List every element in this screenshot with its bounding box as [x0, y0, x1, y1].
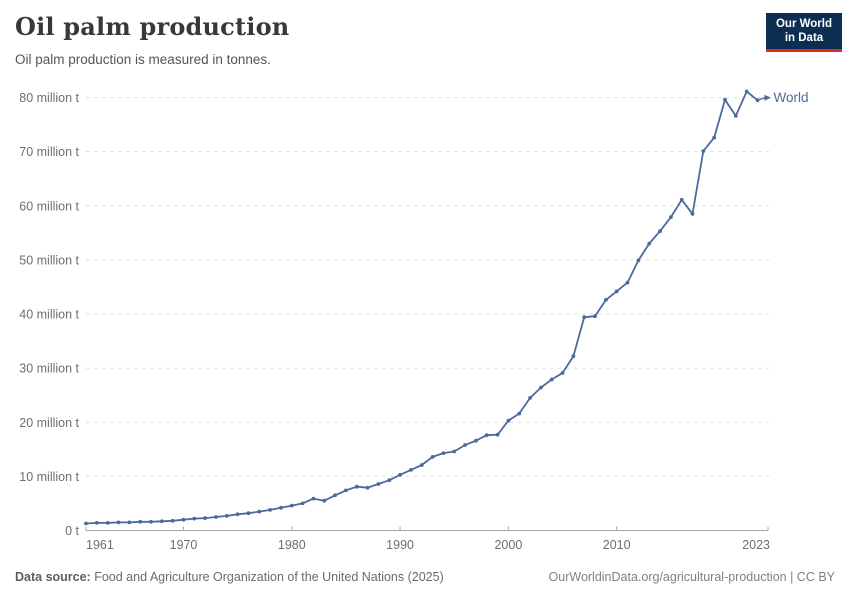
y-axis-label: 80 million t [19, 91, 79, 105]
data-source-text: Food and Agriculture Organization of the… [94, 570, 444, 584]
data-point[interactable] [441, 451, 446, 455]
data-point[interactable] [127, 520, 132, 525]
data-point[interactable] [669, 215, 673, 220]
data-point[interactable] [398, 472, 402, 477]
x-axis-label: 1980 [278, 538, 306, 552]
data-point[interactable] [94, 521, 99, 525]
data-point[interactable] [474, 438, 478, 443]
data-point[interactable] [214, 515, 218, 519]
y-axis-label: 40 million t [19, 308, 79, 322]
data-point[interactable] [614, 289, 619, 294]
data-point[interactable] [679, 197, 684, 202]
data-points [84, 89, 760, 526]
y-gridlines [86, 97, 770, 477]
data-point[interactable] [203, 516, 208, 520]
owid-logo-line2: in Data [784, 32, 824, 45]
data-point[interactable] [235, 512, 240, 517]
y-axis-labels: 0 t 10 million t 20 million t 30 million t 4… [19, 91, 79, 538]
data-point[interactable] [116, 520, 121, 525]
data-point[interactable] [419, 463, 424, 467]
data-point[interactable] [571, 354, 576, 359]
owid-logo[interactable]: Our World in Data [766, 13, 842, 52]
series-label-connector [757, 97, 765, 101]
data-point[interactable] [701, 149, 706, 154]
data-point[interactable] [257, 509, 262, 514]
data-point[interactable] [354, 484, 359, 489]
data-point[interactable] [279, 505, 283, 510]
data-point[interactable] [365, 485, 370, 490]
data-point[interactable] [582, 315, 587, 320]
data-point[interactable] [744, 89, 749, 94]
x-axis-label: 1961 [86, 538, 114, 552]
data-point[interactable] [149, 519, 153, 524]
data-point[interactable] [452, 449, 457, 454]
series-label-world[interactable]: World [774, 90, 809, 105]
data-point[interactable] [322, 498, 327, 503]
world-line[interactable] [85, 90, 759, 525]
data-point[interactable] [170, 518, 175, 523]
data-point[interactable] [333, 493, 337, 498]
y-axis-label: 20 million t [19, 416, 79, 430]
data-point[interactable] [463, 443, 467, 447]
x-axis: 1961 1970 1980 1990 2000 2010 2023 [85, 526, 770, 552]
data-point[interactable] [593, 314, 597, 319]
data-point[interactable] [376, 482, 381, 486]
data-point[interactable] [300, 501, 305, 506]
series-label-arrow [764, 94, 771, 101]
data-point[interactable] [484, 433, 489, 438]
y-axis-label: 0 t [65, 524, 79, 538]
data-point[interactable] [658, 229, 662, 234]
data-point[interactable] [517, 411, 522, 416]
x-axis-label: 2000 [494, 538, 522, 552]
data-point[interactable] [387, 478, 392, 483]
data-point[interactable] [636, 258, 641, 263]
data-point[interactable] [560, 371, 565, 375]
y-axis-label: 10 million t [19, 470, 79, 484]
data-point[interactable] [430, 455, 435, 459]
data-point[interactable] [224, 514, 229, 518]
data-point[interactable] [495, 432, 500, 437]
data-point[interactable] [604, 298, 608, 302]
y-axis-label: 30 million t [19, 362, 79, 376]
data-point[interactable] [733, 114, 738, 118]
chart-subtitle: Oil palm production is measured in tonne… [15, 52, 271, 67]
x-axis-label: 2023 [742, 538, 770, 552]
data-point[interactable] [192, 516, 197, 521]
x-axis-label: 2010 [603, 538, 631, 552]
data-point[interactable] [105, 521, 110, 525]
page-title: Oil palm production [15, 12, 290, 41]
data-point[interactable] [344, 488, 348, 493]
data-point[interactable] [246, 511, 251, 516]
data-point[interactable] [84, 521, 88, 526]
data-point[interactable] [289, 503, 294, 508]
x-axis-label: 1970 [170, 538, 198, 552]
data-point[interactable] [647, 241, 652, 246]
data-point[interactable] [311, 496, 316, 501]
owid-logo-line1: Our World [775, 18, 832, 30]
data-point[interactable] [409, 468, 413, 472]
data-source: Data source: Food and Agriculture Organi… [15, 570, 444, 584]
data-point[interactable] [528, 396, 532, 400]
data-source-label: Data source: [15, 570, 91, 584]
y-axis-label: 50 million t [19, 253, 79, 267]
data-point[interactable] [506, 418, 511, 423]
data-point[interactable] [625, 280, 630, 285]
data-point[interactable] [723, 97, 727, 102]
x-axis-label: 1990 [386, 538, 414, 552]
y-axis-label: 60 million t [19, 199, 79, 213]
y-axis-label: 70 million t [19, 145, 79, 159]
data-point[interactable] [268, 508, 272, 512]
footer-credit-link[interactable]: OurWorldinData.org/agricultural-producti… [548, 570, 835, 584]
data-point[interactable] [549, 377, 554, 382]
data-point[interactable] [181, 517, 186, 522]
data-point[interactable] [138, 519, 143, 524]
data-point[interactable] [690, 212, 695, 216]
data-point[interactable] [539, 385, 543, 390]
data-point[interactable] [159, 519, 164, 524]
data-point[interactable] [712, 135, 717, 140]
